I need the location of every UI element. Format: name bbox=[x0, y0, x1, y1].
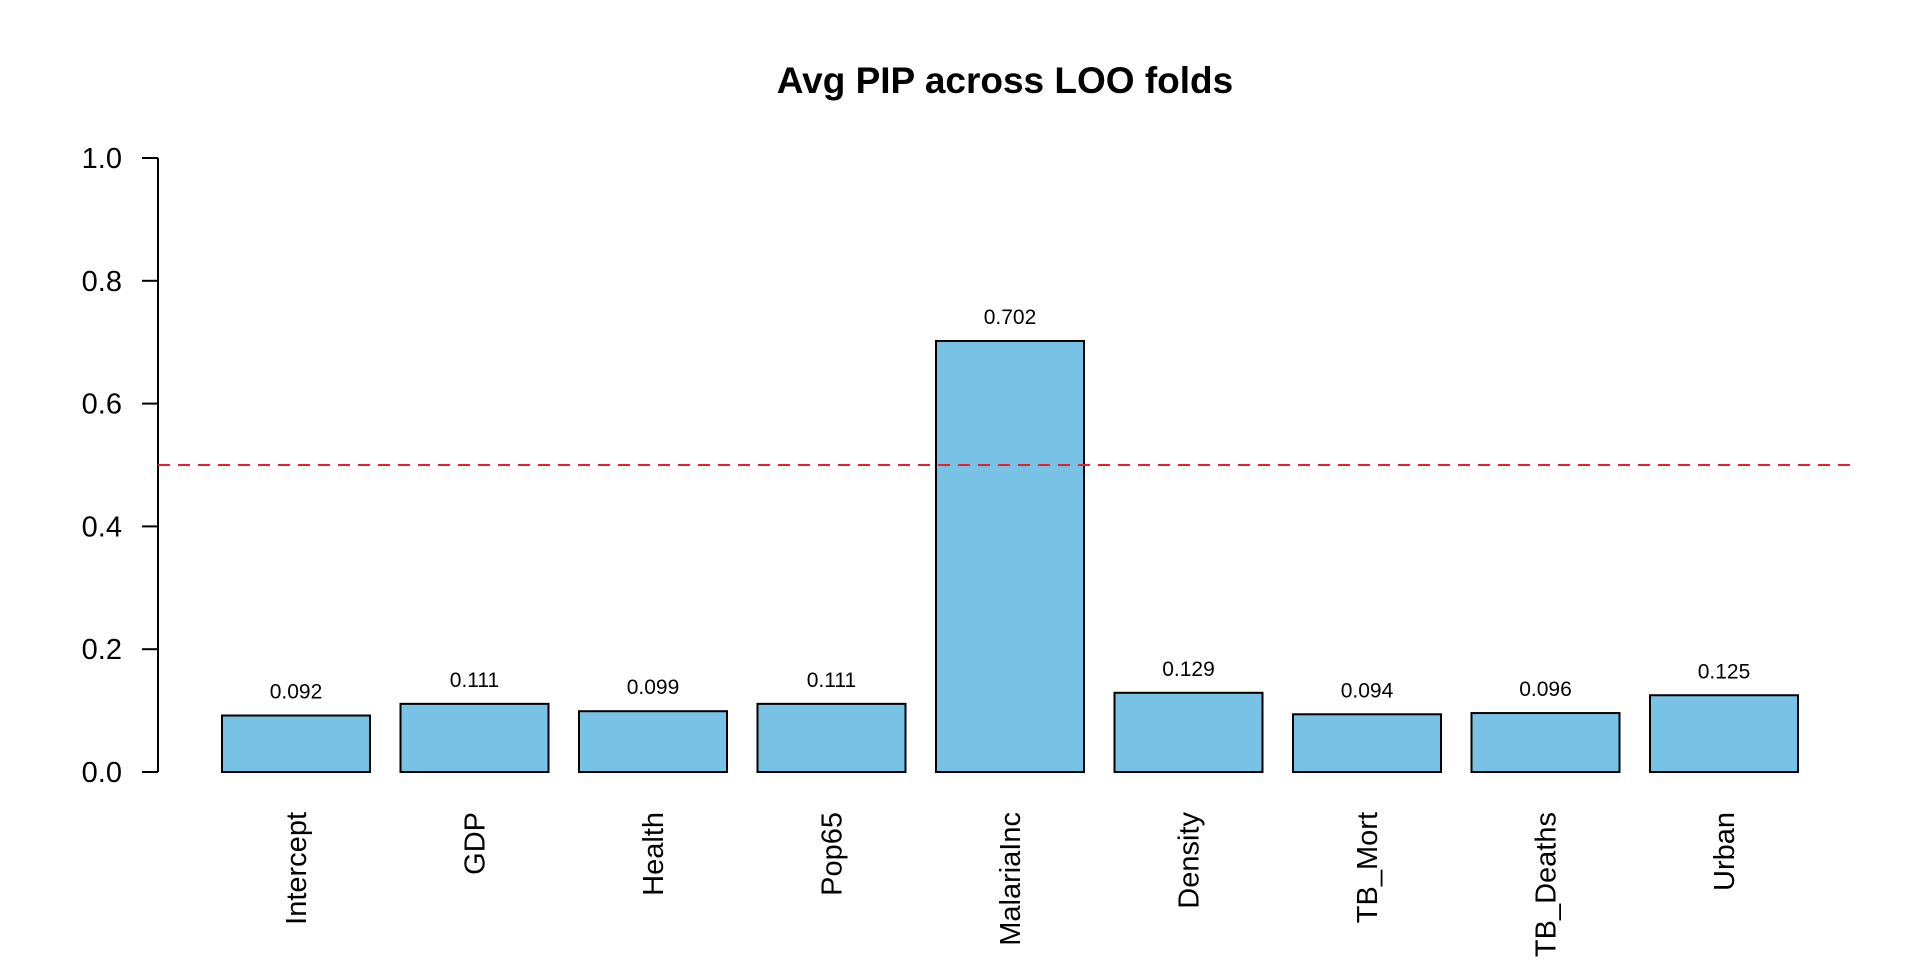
data-label: 0.099 bbox=[627, 676, 680, 699]
data-label: 0.111 bbox=[450, 669, 499, 692]
y-tick-label: 0.2 bbox=[82, 634, 122, 666]
y-axis: 0.0 0.2 0.4 0.6 0.8 1.0 bbox=[82, 143, 158, 789]
chart-title: Avg PIP across LOO folds bbox=[777, 60, 1233, 101]
x-tick-label: GDP bbox=[460, 812, 492, 875]
x-tick-label: Health bbox=[638, 812, 670, 896]
x-tick-label: Intercept bbox=[281, 812, 313, 925]
x-tick-label: Urban bbox=[1709, 812, 1741, 891]
data-label: 0.129 bbox=[1162, 658, 1215, 681]
bar-intercept bbox=[221, 714, 371, 774]
bars-group: 0.092 0.111 0.099 0.111 0.702 0.129 0.094 0.096… bbox=[221, 306, 1799, 774]
x-tick-label: Pop65 bbox=[817, 812, 849, 896]
bar-malariainc bbox=[935, 339, 1085, 773]
bar-gdp bbox=[399, 702, 550, 774]
y-tick-label: 0.0 bbox=[82, 757, 122, 789]
y-tick-label: 0.6 bbox=[82, 389, 122, 421]
x-tick-label: MalariaInc bbox=[995, 812, 1027, 946]
bar-density bbox=[1113, 691, 1264, 774]
bar-pop65 bbox=[756, 702, 907, 774]
data-label: 0.092 bbox=[270, 681, 323, 704]
data-label: 0.094 bbox=[1341, 679, 1394, 702]
y-tick-label: 0.4 bbox=[82, 511, 122, 543]
data-label: 0.096 bbox=[1519, 678, 1572, 701]
data-label: 0.125 bbox=[1698, 660, 1751, 683]
x-tick-label: TB_Deaths bbox=[1531, 812, 1563, 957]
bar-tb-deaths bbox=[1470, 712, 1621, 774]
bar-tb-mort bbox=[1292, 713, 1442, 773]
y-tick-label: 1.0 bbox=[82, 143, 122, 175]
x-tick-label: TB_Mort bbox=[1352, 812, 1384, 923]
bar-urban bbox=[1649, 694, 1799, 773]
y-tick-label: 0.8 bbox=[82, 266, 122, 298]
x-axis-labels: Intercept GDP Health Pop65 MalariaInc Density… bbox=[281, 812, 1741, 958]
data-label: 0.702 bbox=[984, 306, 1037, 329]
data-label: 0.111 bbox=[807, 669, 856, 692]
x-tick-label: Density bbox=[1174, 812, 1206, 909]
bar-health bbox=[578, 710, 728, 773]
